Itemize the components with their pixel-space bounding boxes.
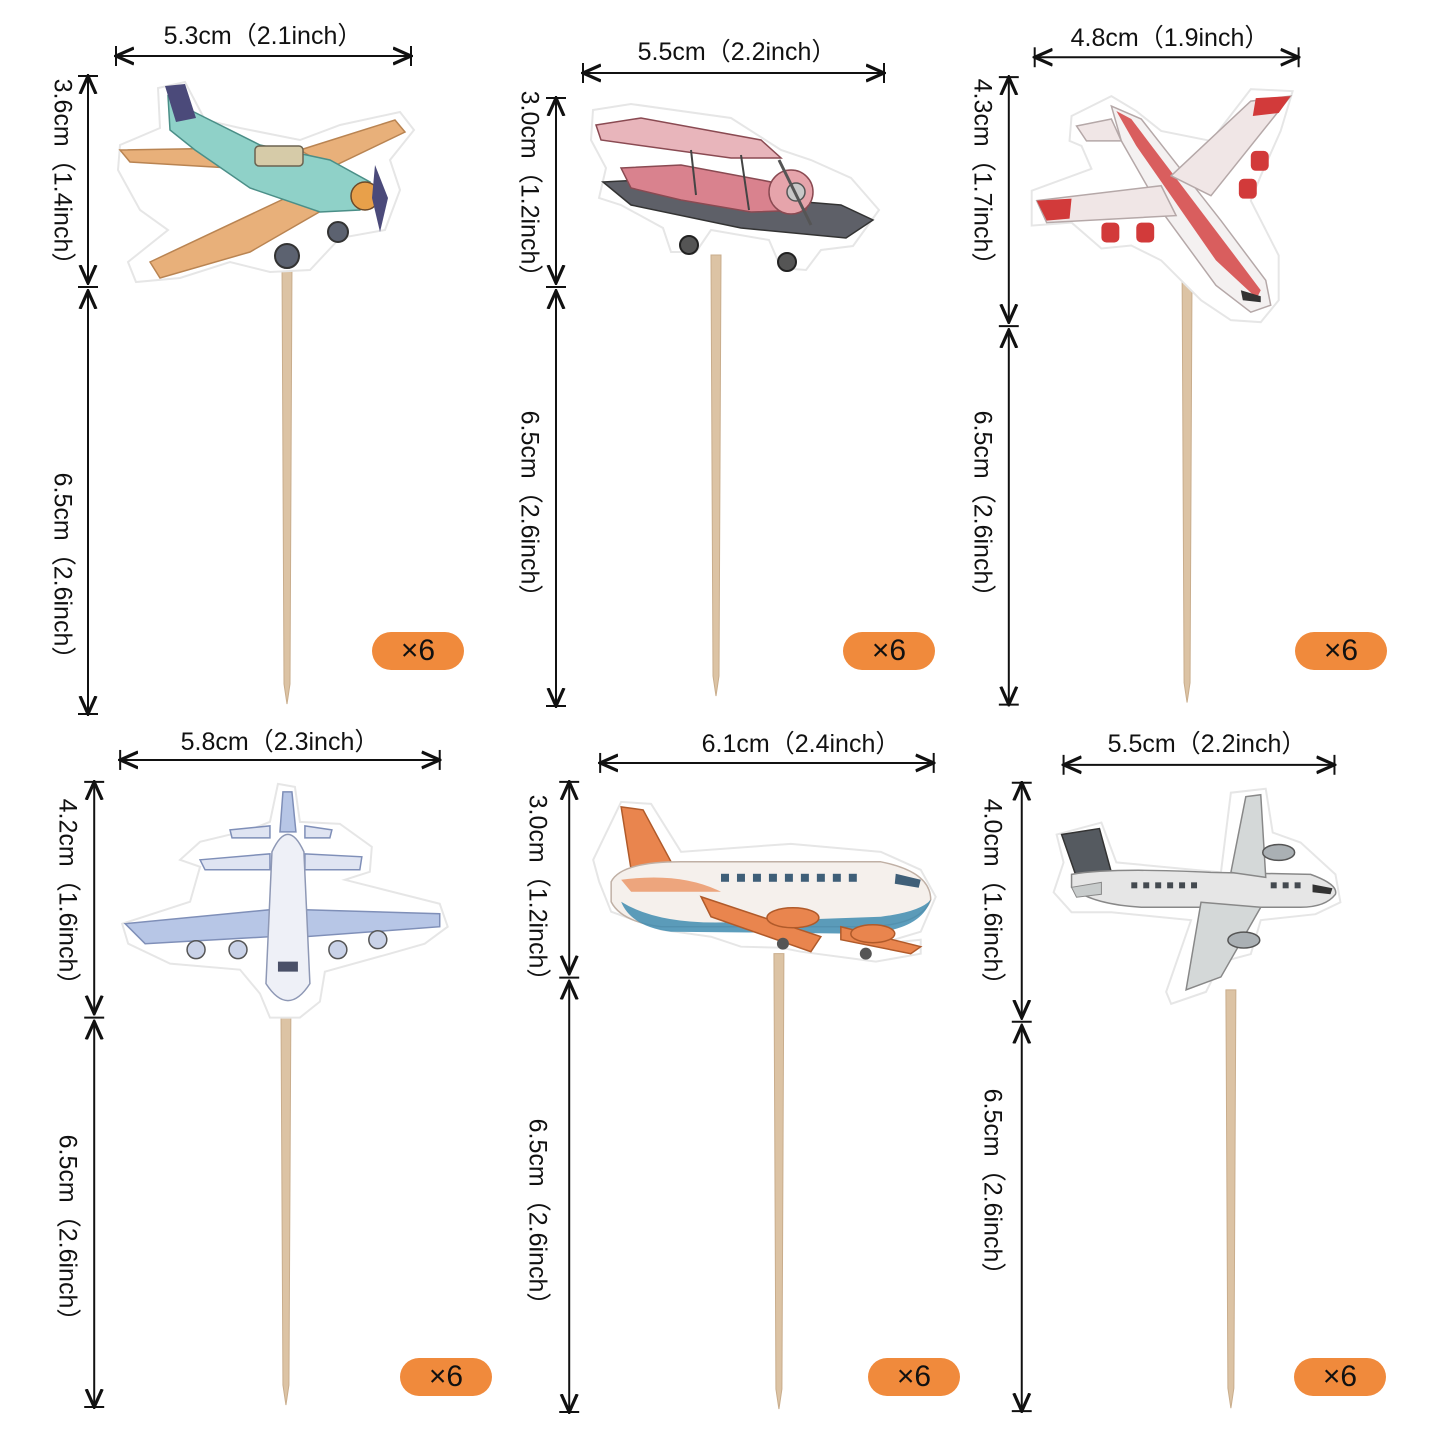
wooden-stick xyxy=(281,261,293,705)
wooden-stick xyxy=(280,1001,292,1406)
top-height-label: 4.0cm（1.6inch） xyxy=(978,798,1007,998)
stick-length-label: 6.5cm（2.6inch） xyxy=(48,472,77,672)
top-height-label: 3.0cm（1.2inch） xyxy=(515,90,544,290)
top-height-label: 3.0cm（1.2inch） xyxy=(523,794,552,994)
stick-length-label: 6.5cm（2.6inch） xyxy=(523,1118,552,1318)
wooden-stick xyxy=(773,953,785,1410)
topper-illustration xyxy=(559,752,937,1444)
quantity-badge: ×6 xyxy=(372,632,464,670)
topper-panel-blue-four-engine: 5.8cm（2.3inch） 4.2cm（1.6inch） 6.5cm（2.6i… xyxy=(0,722,492,1444)
quantity-badge: ×6 xyxy=(1295,632,1387,670)
top-height-label: 4.2cm（1.6inch） xyxy=(53,798,82,998)
quantity-badge: ×6 xyxy=(868,1358,960,1396)
topper-panel-orange-airliner: 6.1cm（2.4inch） 3.0cm（1.2inch） 6.5cm（2.6i… xyxy=(481,722,962,1444)
stick-length-label: 6.5cm（2.6inch） xyxy=(53,1134,82,1334)
quantity-badge: ×6 xyxy=(843,632,935,670)
topper-panel-vintage-propeller: 5.3cm（2.1inch） 3.6cm（1.4inch） 6.5cm（2.6i… xyxy=(0,0,481,722)
top-height-label: 4.3cm（1.7inch） xyxy=(968,78,997,278)
width-label: 5.3cm（2.1inch） xyxy=(163,22,363,50)
topper-illustration xyxy=(84,749,449,1444)
topper-panel-biplane: 5.5cm（2.2inch） 3.0cm（1.2inch） 6.5cm（2.6i… xyxy=(481,0,962,722)
stick-length-label: 6.5cm（2.6inch） xyxy=(515,410,544,610)
quantity-badge: ×6 xyxy=(1294,1358,1386,1396)
width-label: 4.8cm（1.9inch） xyxy=(1070,24,1270,52)
topper-illustration xyxy=(998,47,1443,722)
wooden-stick xyxy=(1225,989,1237,1409)
wooden-stick xyxy=(710,254,722,697)
width-label: 5.5cm（2.2inch） xyxy=(1107,730,1307,758)
topper-illustration xyxy=(1011,754,1342,1444)
stick-length-label: 6.5cm（2.6inch） xyxy=(968,410,997,610)
stick-length-label: 6.5cm（2.6inch） xyxy=(978,1088,1007,1288)
width-label: 5.5cm（2.2inch） xyxy=(637,38,837,66)
width-label: 5.8cm（2.3inch） xyxy=(180,728,380,756)
topper-panel-red-jet: 4.8cm（1.9inch） 4.3cm（1.7inch） 6.5cm（2.6i… xyxy=(962,0,1443,722)
top-height-label: 3.6cm（1.4inch） xyxy=(48,78,77,278)
wooden-stick xyxy=(1181,269,1193,703)
topper-illustration xyxy=(546,63,962,722)
width-label: 6.1cm（2.4inch） xyxy=(701,730,901,758)
quantity-badge: ×6 xyxy=(400,1358,492,1396)
topper-illustration xyxy=(78,46,416,722)
topper-panel-grey-airliner: 5.5cm（2.2inch） 4.0cm（1.6inch） 6.5cm（2.6i… xyxy=(962,722,1443,1444)
